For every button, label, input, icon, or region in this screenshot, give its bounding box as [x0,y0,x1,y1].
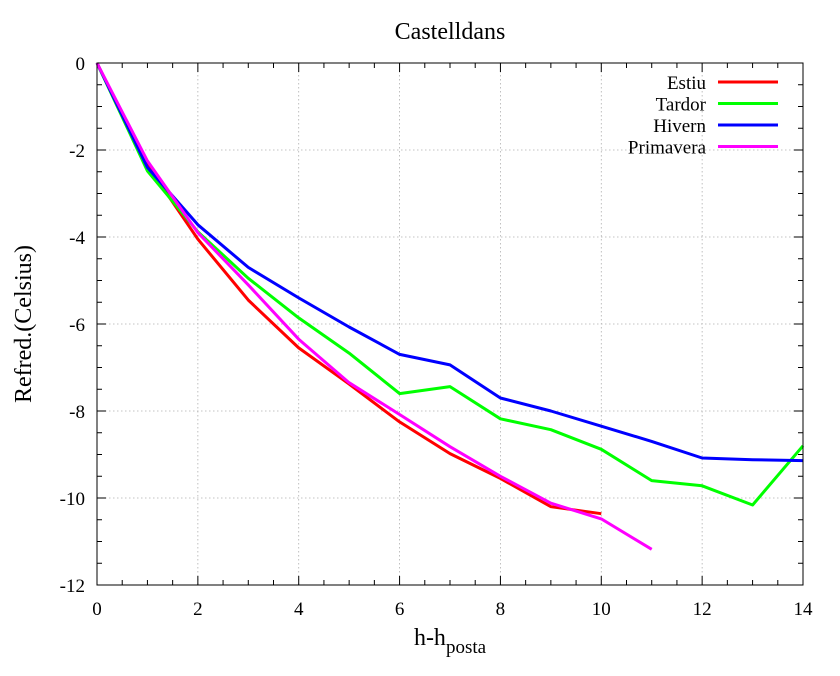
y-tick-label: -12 [60,576,85,597]
x-axis-label-subscript: posta [446,637,487,658]
tick-labels: 0 2 4 6 8 10 12 14 0 -2 -4 -6 -8 -10 -12 [60,54,813,620]
y-tick-label: -10 [60,489,85,510]
series-line-hivern [95,62,804,463]
legend-label: Hivern [653,116,706,137]
legend-label: Tardor [656,95,707,116]
axis-ticks [96,62,804,586]
x-tick-label: 12 [693,599,712,620]
legend-label: Estiu [667,73,707,94]
x-tick-label: 8 [496,599,506,620]
x-tick-label: 14 [794,599,814,620]
grid [97,63,803,585]
x-axis-label-main: h-h [414,625,446,651]
plot-frame [96,62,804,586]
series-line-tardor [95,62,805,507]
y-tick-label: -4 [69,228,85,249]
y-tick-label: 0 [76,54,86,75]
x-tick-label: 6 [395,599,405,620]
x-axis-label: h-hposta [414,625,487,658]
x-tick-label: 2 [193,599,203,620]
y-axis-label: Refred.(Celsius) [11,245,37,403]
series-line-primavera [95,62,653,551]
legend-label: Primavera [628,138,707,159]
series-line-estiu [95,62,602,516]
x-tick-label: 4 [294,599,304,620]
x-tick-label: 0 [92,599,102,620]
series-lines [95,62,805,551]
chart-title: Castelldans [395,19,506,45]
x-tick-label: 10 [592,599,611,620]
y-tick-label: -6 [69,315,85,336]
y-tick-label: -8 [69,402,85,423]
y-tick-label: -2 [69,141,85,162]
